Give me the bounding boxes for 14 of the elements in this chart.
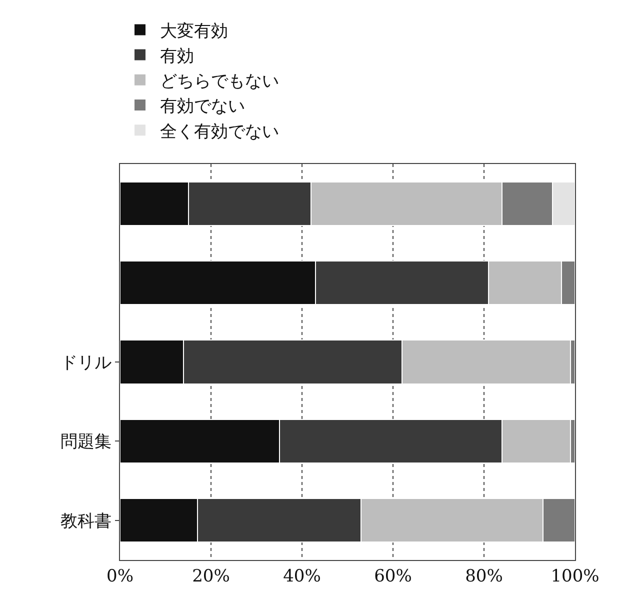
legend-label: 有効 bbox=[160, 46, 194, 66]
x-tick-label: 100% bbox=[550, 566, 600, 586]
y-tick-label: 教科書 bbox=[60, 511, 112, 532]
x-tick-label: 40% bbox=[283, 566, 321, 586]
legend-label: どちらでもない bbox=[160, 72, 279, 92]
x-tick-label: 0% bbox=[106, 566, 134, 586]
y-tick-label: 問題集 bbox=[60, 432, 112, 452]
legend-label: 全く有効でない bbox=[160, 122, 279, 142]
y-tick-label: ドリル bbox=[60, 352, 112, 373]
x-tick-label: 80% bbox=[465, 566, 503, 586]
x-tick-label: 20% bbox=[192, 566, 230, 586]
x-tick-label: 60% bbox=[374, 566, 412, 586]
legend-label: 大変有効 bbox=[160, 21, 228, 42]
legend-label: 有効でない bbox=[160, 96, 245, 117]
